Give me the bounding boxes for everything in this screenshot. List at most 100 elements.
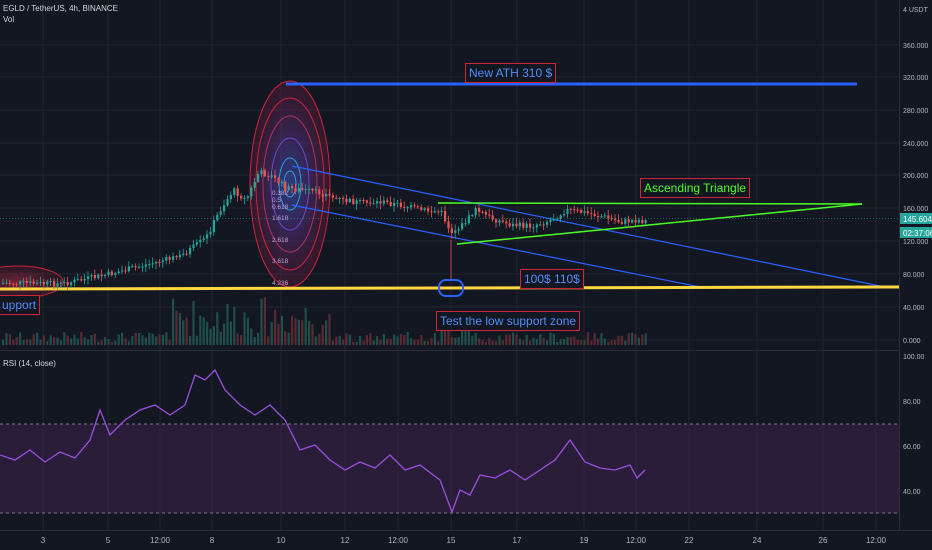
candle-body [478,208,481,212]
volume-bar [641,334,644,345]
volume-bar [586,332,589,345]
candle-body [59,282,62,284]
fib-label: 2.618 [272,237,289,244]
candle-body [22,281,25,283]
volume-bar [297,319,300,345]
volume-bar [263,297,266,345]
volume-bar [423,341,426,345]
candle-body [168,257,171,260]
symbol-title[interactable]: EGLD / TetherUS, 4h, BINANCE [3,4,119,13]
candle-body [535,224,538,228]
volume-bar [522,340,525,345]
volume-bar [100,340,103,345]
ascending-triangle [437,202,863,245]
candle-body [413,205,416,207]
candle-body [505,221,508,224]
candle-body [263,170,266,177]
candle-body [267,176,270,178]
candle-body [607,215,610,219]
volume-bar [416,339,419,345]
candle-body [396,202,399,204]
candle-body [352,198,355,205]
volume-bar [614,340,617,345]
volume-bar [110,341,113,345]
volume-bar [29,339,32,345]
volume-bar [488,337,491,345]
volume-bar [229,321,232,345]
volume-bar [243,312,246,345]
countdown-tag [900,227,932,238]
candle-body [104,274,107,277]
candle-body [620,222,623,224]
candle-body [90,275,93,277]
volume-bar [501,340,504,345]
volume-bar [430,337,433,345]
candle-body [127,266,130,272]
volume-bar [369,333,372,345]
candle-body [501,220,504,222]
candle-body [195,242,198,245]
volume-bar [36,332,39,345]
candle-body [182,253,185,255]
volume-bar [209,328,212,345]
currency-label: 4 USDT [903,7,929,14]
candle-body [556,218,559,220]
candle-body [19,281,22,285]
volume-bar [593,333,596,345]
volume-bar [236,333,239,345]
candle-body [100,274,103,277]
volume-bar [433,332,436,345]
volume-bar [345,333,348,345]
time-tick: 10 [277,536,286,545]
candle-body [420,207,423,210]
rsi-tick: 40.00 [903,489,921,496]
candle-body [386,200,389,202]
volume-bar [617,335,620,345]
triangle-label: Ascending Triangle [640,178,751,198]
volume-bar [498,335,501,345]
volume-bar [291,316,294,345]
volume-bar [294,318,297,345]
volume-bar [454,337,457,345]
candle-body [83,279,86,281]
candle-body [573,209,576,211]
candle-body [423,208,426,210]
candle-body [250,187,253,197]
volume-bar [63,332,66,345]
volume-bar [461,322,464,345]
test-support-label: Test the low support zone [436,311,581,331]
candle-body [189,248,192,255]
volume-bar [219,331,222,345]
candle-body [454,230,457,233]
volume-bar [314,336,317,345]
volume-bar [546,340,549,345]
volume-bar [359,335,362,345]
volume-bar [39,339,42,345]
volume-bar [155,336,158,345]
candle-body [379,201,382,204]
candle-body [46,281,49,285]
volume-bar [161,334,164,345]
chart-header: EGLD / TetherUS, 4h, BINANCE Vol [3,3,118,25]
volume-bar [471,335,474,345]
candle-body [318,189,321,195]
volume-bar [444,327,447,345]
price-tick: 40.000 [903,305,925,312]
candle-body [532,227,535,229]
volume-bar [127,341,130,345]
candle-body [134,266,137,268]
volume-bar [318,333,321,345]
price-tick: 80.000 [903,272,925,279]
candle-body [631,220,634,223]
candle-body [277,177,280,184]
rsi-title[interactable]: RSI (14, close) [3,359,56,368]
volume-bar [620,335,623,345]
candle-body [311,188,314,191]
candle-body [529,223,532,228]
time-tick: 17 [513,536,522,545]
volume-label[interactable]: Vol [3,15,15,24]
candle-body [76,279,79,281]
candle-body [223,205,226,212]
volume-bar [440,323,443,345]
